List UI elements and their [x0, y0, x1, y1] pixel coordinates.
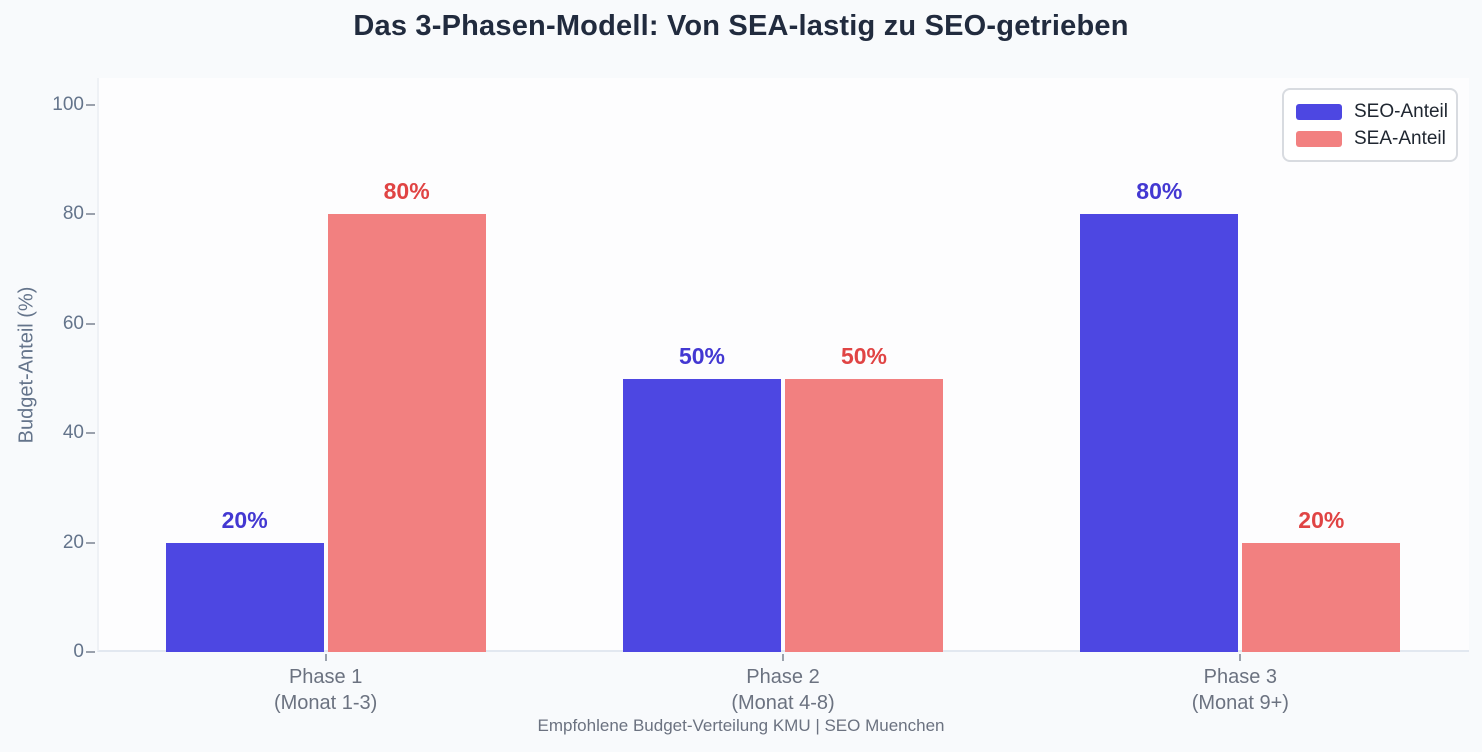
- legend-label-seo: SEO-Anteil: [1354, 100, 1448, 122]
- data-label-seo-anteil-phase-3: 80%: [1136, 178, 1183, 205]
- bar-sea-anteil-phase-3[interactable]: [1242, 542, 1401, 652]
- y-tick-mark-0: [86, 651, 95, 653]
- y-tick-mark-100: [86, 104, 95, 106]
- x-label-2: Phase 2 (Monat 4-8): [731, 666, 835, 714]
- y-tick-label-40: 40: [62, 422, 84, 444]
- bar-seo-anteil-phase-3[interactable]: [1080, 214, 1239, 652]
- y-tick-mark-20: [86, 541, 95, 544]
- y-tick-label-60: 60: [62, 312, 84, 334]
- legend-swatch-sea: [1296, 130, 1342, 147]
- x-tick-mark-1: [324, 654, 327, 661]
- legend-item-seo[interactable]: SEO-Anteil: [1296, 98, 1448, 125]
- y-tick-mark-60: [86, 322, 95, 325]
- y-tick-label-80: 80: [62, 203, 84, 225]
- legend-label-sea: SEA-Anteil: [1354, 127, 1446, 149]
- footer-note: Empfohlene Budget-Verteilung KMU | SEO M…: [537, 716, 945, 735]
- bar-sea-anteil-phase-2[interactable]: [785, 378, 943, 652]
- y-tick-label-0: 0: [73, 641, 84, 662]
- bar-sea-anteil-phase-1[interactable]: [327, 214, 486, 652]
- chart-title: Das 3-Phasen-Modell: Von SEA-lastig zu S…: [353, 10, 1129, 42]
- plot-area: [97, 78, 1469, 652]
- x-tick-mark-3: [1239, 654, 1242, 661]
- legend-item-sea[interactable]: SEA-Anteil: [1296, 125, 1446, 152]
- bar-seo-anteil-phase-2[interactable]: [623, 378, 781, 652]
- x-label-1: Phase 1 (Monat 1-3): [273, 666, 378, 714]
- y-tick-label-20: 20: [62, 531, 84, 553]
- x-tick-mark-2: [782, 654, 784, 661]
- data-label-sea-anteil-phase-3: 20%: [1298, 506, 1345, 533]
- bar-seo-anteil-phase-1[interactable]: [165, 542, 324, 652]
- legend: SEO-Anteil SEA-Anteil: [1282, 88, 1458, 162]
- data-label-sea-anteil-phase-2: 50%: [840, 342, 888, 369]
- x-label-3: Phase 3 (Monat 9+): [1191, 666, 1289, 714]
- legend-swatch-seo: [1296, 103, 1342, 120]
- data-label-sea-anteil-phase-1: 80%: [383, 178, 430, 205]
- y-tick-mark-80: [86, 213, 95, 216]
- y-tick-mark-40: [86, 432, 95, 435]
- y-axis-title: Budget-Anteil (%): [15, 286, 38, 444]
- data-label-seo-anteil-phase-2: 50%: [678, 342, 726, 369]
- data-label-seo-anteil-phase-1: 20%: [221, 506, 268, 533]
- y-tick-label-100: 100: [52, 94, 84, 115]
